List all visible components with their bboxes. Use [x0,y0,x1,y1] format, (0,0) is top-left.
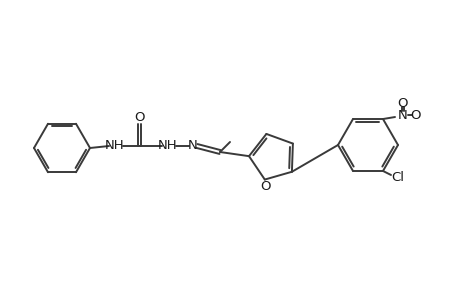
Text: O: O [134,110,145,124]
Text: O: O [260,180,270,193]
Text: N: N [188,139,197,152]
Text: O: O [397,97,408,110]
Text: NH: NH [158,139,178,152]
Text: O: O [410,109,420,122]
Text: Cl: Cl [391,172,403,184]
Text: N: N [397,109,407,122]
Text: NH: NH [105,139,124,152]
